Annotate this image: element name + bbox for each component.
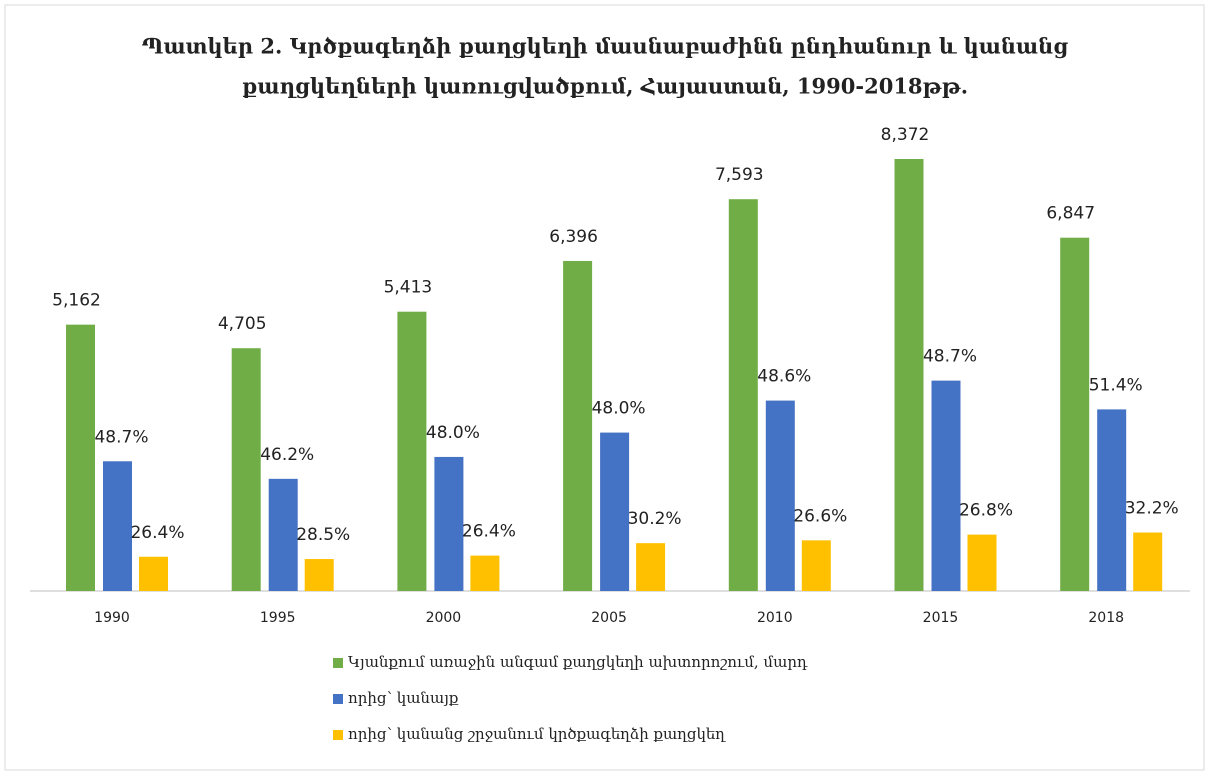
bar xyxy=(397,311,427,591)
bar xyxy=(268,478,298,591)
data-label: 48.0% xyxy=(592,399,646,419)
chart-title: Պատկեր 2. Կրծքագեղձի քաղցկեղի մասնաբաժին… xyxy=(142,34,1069,59)
x-tick-label: 2010 xyxy=(757,610,793,626)
bar xyxy=(434,456,464,591)
legend-label: որից՝ կանանց շրջանում կրծքագեղձի քաղցկեղ xyxy=(348,725,726,743)
bar xyxy=(931,380,961,591)
bar xyxy=(765,400,795,591)
data-label: 48.7% xyxy=(94,427,148,447)
x-tick-label: 2018 xyxy=(1088,610,1124,626)
bar xyxy=(1060,237,1090,591)
bar xyxy=(304,559,334,591)
bar xyxy=(636,543,666,591)
data-label: 7,593 xyxy=(715,165,764,185)
x-tick-label: 2005 xyxy=(591,610,627,626)
bar xyxy=(66,324,95,591)
legend-swatch xyxy=(333,694,343,704)
data-label: 6,396 xyxy=(549,227,598,247)
data-label: 5,162 xyxy=(52,291,101,311)
legend-label: Կյանքում առաջին անգամ քաղցկեղի ախտորոշու… xyxy=(348,653,808,671)
chart-title: քաղցկեղների կառուցվածքում, Հայաստան, 199… xyxy=(242,74,968,99)
data-label: 48.7% xyxy=(923,347,977,367)
bar xyxy=(894,159,924,591)
data-label: 26.6% xyxy=(793,506,847,526)
bar xyxy=(801,540,831,591)
x-tick-label: 1990 xyxy=(94,610,130,626)
data-label: 28.5% xyxy=(296,525,350,545)
legend-swatch xyxy=(333,658,343,668)
bar xyxy=(1097,409,1127,591)
data-label: 4,705 xyxy=(218,314,267,334)
bar xyxy=(600,432,630,591)
legend-swatch xyxy=(333,730,343,740)
bar xyxy=(139,556,168,591)
data-label: 51.4% xyxy=(1089,375,1143,395)
bar xyxy=(103,461,132,591)
legend-label: որից՝ կանայք xyxy=(348,689,459,707)
data-label: 26.8% xyxy=(959,501,1013,521)
x-tick-label: 2000 xyxy=(426,610,462,626)
data-label: 8,372 xyxy=(881,125,930,145)
bar xyxy=(967,534,997,591)
bar xyxy=(1133,532,1163,591)
data-label: 46.2% xyxy=(260,445,314,465)
data-label: 48.0% xyxy=(426,423,480,443)
data-label: 48.6% xyxy=(757,367,811,387)
bar xyxy=(728,199,758,591)
data-label: 30.2% xyxy=(628,509,682,529)
frame xyxy=(4,4,1205,771)
data-label: 26.4% xyxy=(462,522,516,542)
data-label: 32.2% xyxy=(1125,499,1179,519)
bar xyxy=(563,260,593,591)
data-label: 5,413 xyxy=(384,278,433,298)
x-tick-label: 2015 xyxy=(923,610,959,626)
x-tick-label: 1995 xyxy=(260,610,296,626)
data-label: 6,847 xyxy=(1046,204,1095,224)
bar xyxy=(470,555,500,591)
bar xyxy=(231,348,261,591)
data-label: 26.4% xyxy=(130,523,184,543)
